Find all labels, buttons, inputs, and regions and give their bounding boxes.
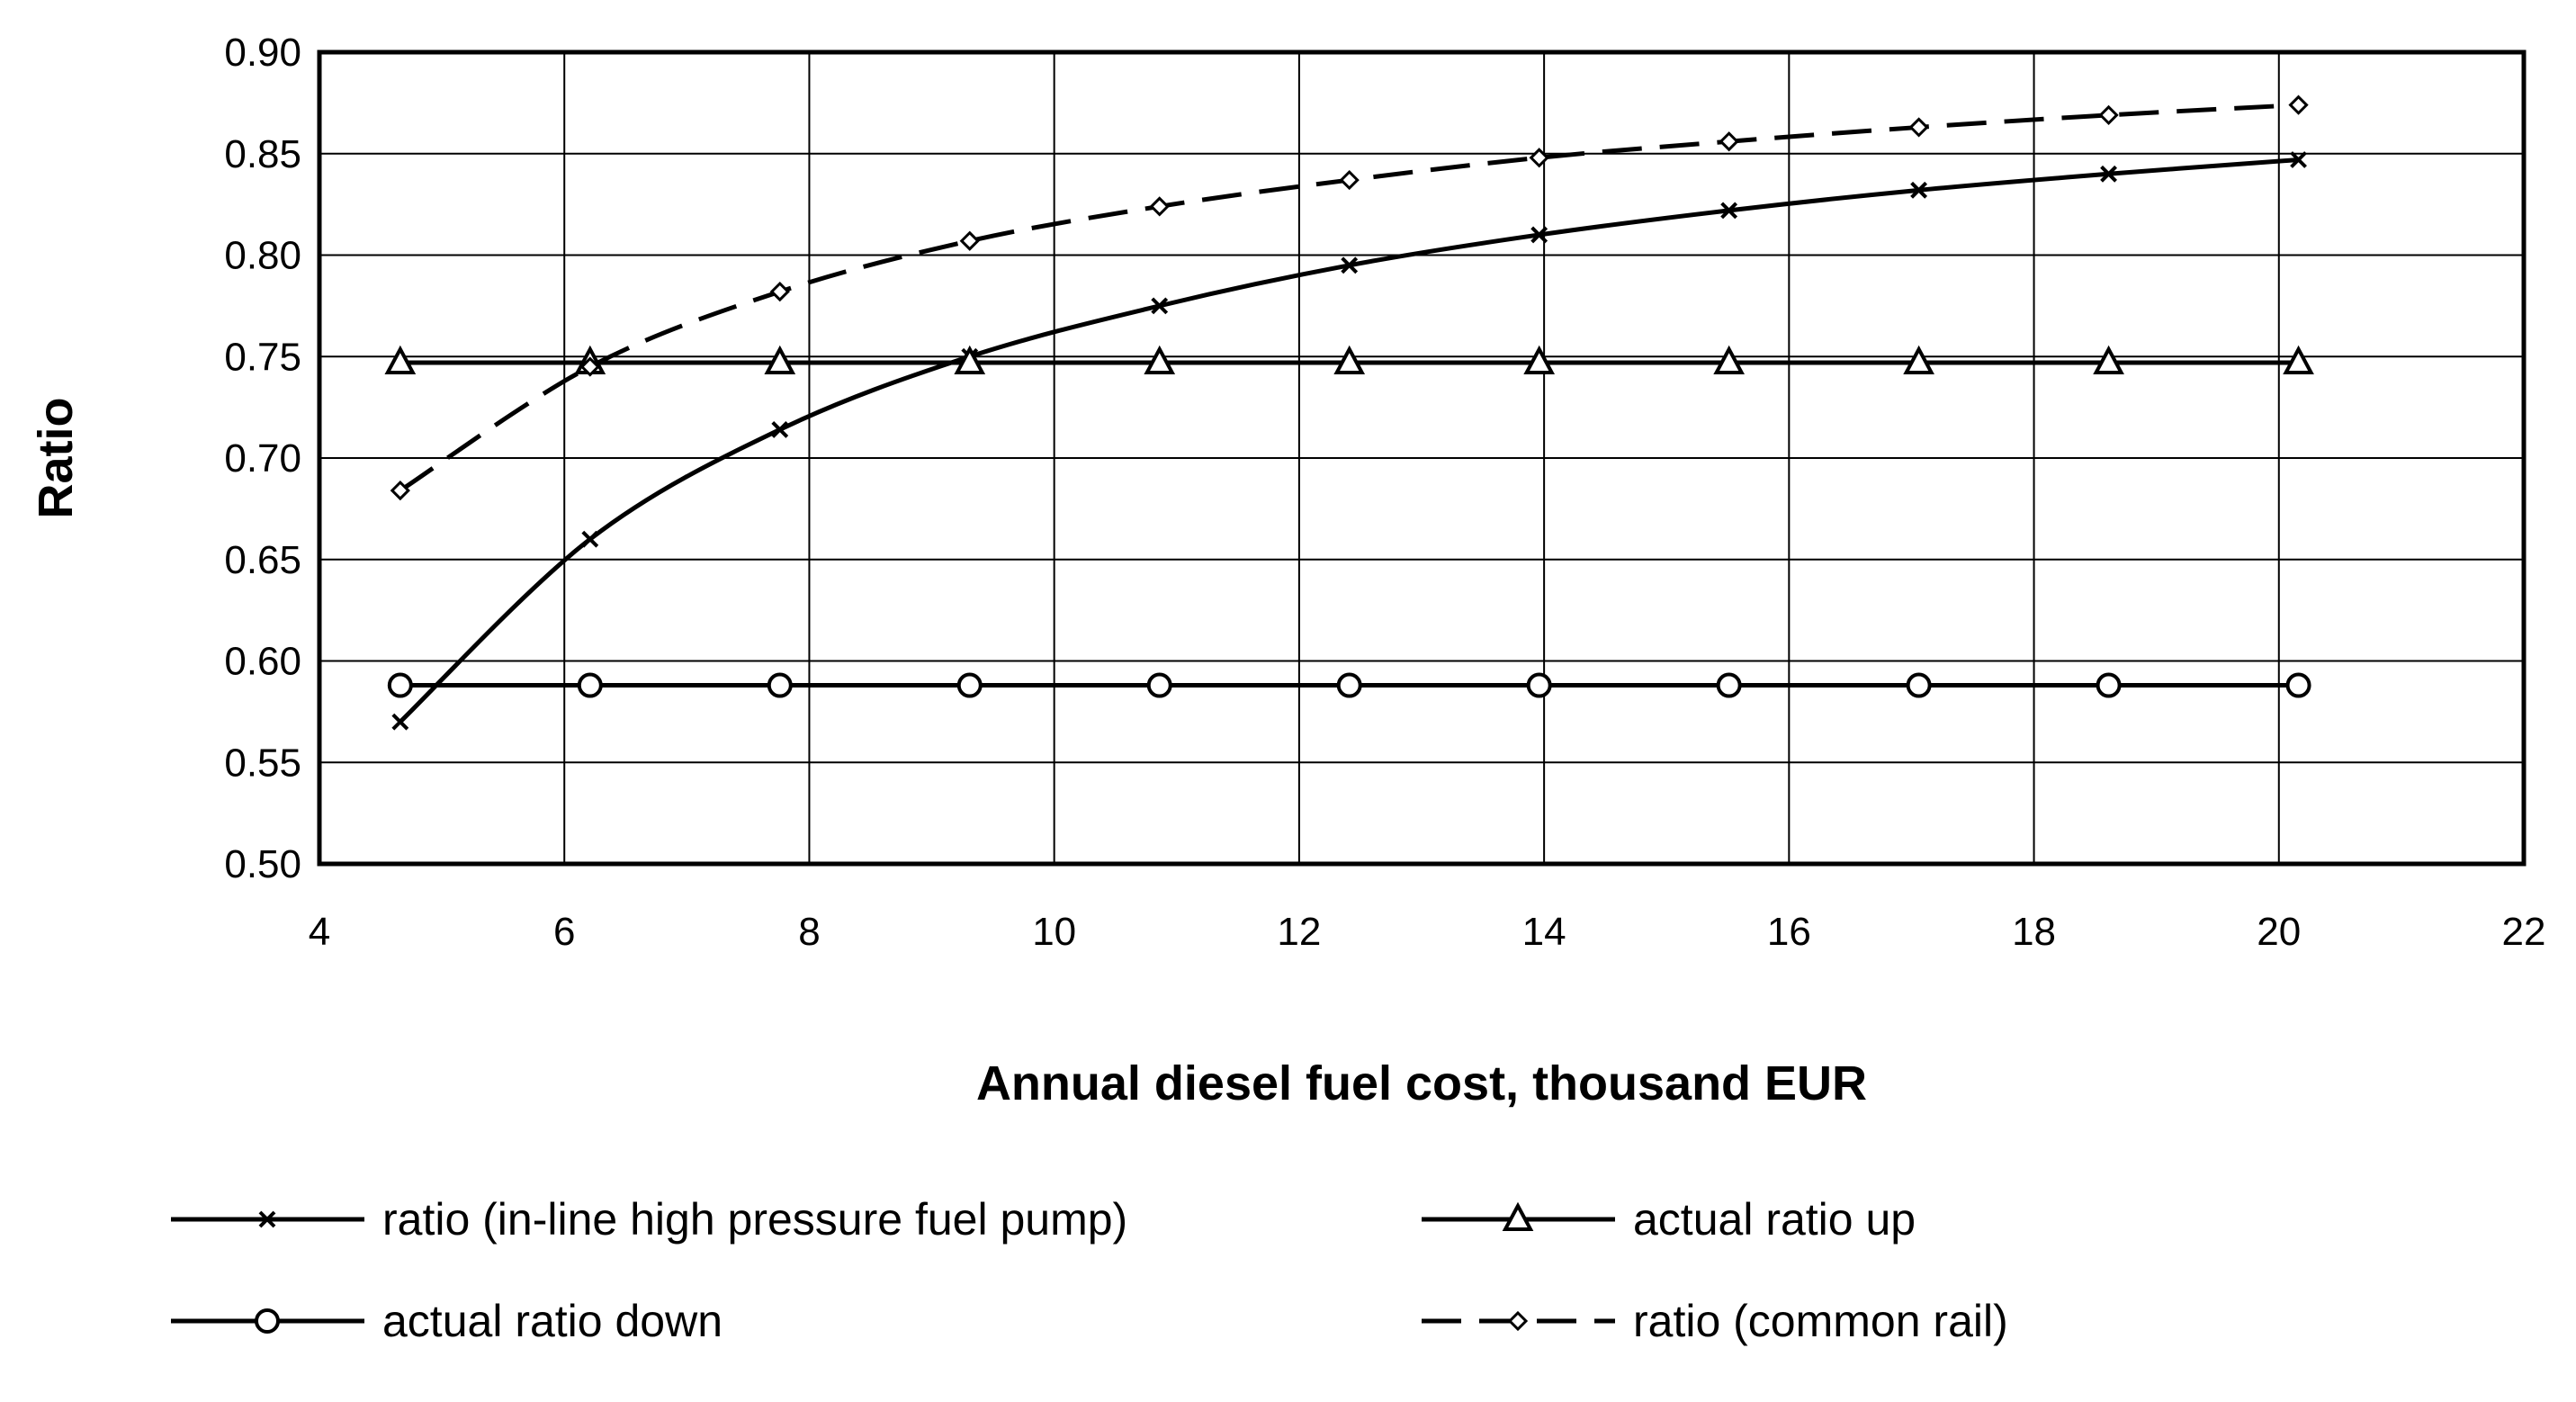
y-tick-label: 0.85 (224, 132, 301, 176)
legend-label: actual ratio up (1633, 1194, 1916, 1245)
series-3 (390, 94, 2309, 501)
x-tick-label: 8 (798, 910, 820, 954)
marker-diamond (579, 356, 600, 377)
x-tick-label: 16 (1767, 910, 1811, 954)
series-group (384, 94, 2314, 731)
legend-label: ratio (in-line high pressure fuel pump) (382, 1194, 1127, 1245)
x-tick-label: 12 (1277, 910, 1321, 954)
y-tick-label: 0.90 (224, 31, 301, 75)
marker-triangle (2093, 345, 2124, 375)
marker-x (2290, 151, 2307, 168)
marker-x (771, 421, 789, 438)
marker-circle (767, 672, 793, 698)
marker-x (2100, 165, 2117, 183)
series-2 (387, 672, 2311, 698)
series-line (399, 157, 2299, 723)
series-1 (384, 345, 2314, 375)
marker-triangle (1502, 1201, 1534, 1231)
marker-circle (1336, 672, 1362, 698)
marker-triangle (1713, 345, 1745, 375)
marker-triangle (2283, 345, 2314, 375)
marker-diamond (1529, 148, 1549, 168)
marker-diamond (1339, 169, 1360, 191)
marker-diamond (1507, 1310, 1529, 1332)
marker-circle (956, 672, 983, 698)
marker-circle (1716, 672, 1742, 698)
x-tick-label: 22 (2502, 910, 2546, 954)
y-tick-label: 0.75 (224, 335, 301, 379)
marker-diamond (390, 480, 410, 501)
legend-label: ratio (common rail) (1633, 1296, 2008, 1346)
plot-area-frame (317, 49, 2527, 867)
marker-x (581, 530, 599, 548)
marker-circle (387, 672, 413, 698)
marker-circle (2096, 672, 2122, 698)
marker-circle (1526, 672, 1552, 698)
y-tick-label: 0.60 (224, 640, 301, 684)
x-tick-label: 18 (2012, 910, 2056, 954)
marker-circle (1146, 672, 1172, 698)
marker-diamond (1908, 117, 1929, 138)
marker-x (1151, 297, 1169, 315)
marker-triangle (1333, 345, 1366, 375)
marker-x (1910, 181, 1928, 199)
grid-lines (319, 51, 2525, 865)
marker-diamond (1149, 196, 1170, 217)
series-0 (391, 151, 2307, 731)
marker-x (1341, 256, 1359, 274)
marker-triangle (954, 345, 986, 375)
marker-diamond (1719, 131, 1739, 152)
series-line (399, 103, 2299, 493)
x-tick-label: 20 (2257, 910, 2301, 954)
marker-circle (255, 1308, 280, 1334)
marker-triangle (1144, 345, 1176, 375)
marker-diamond (769, 281, 790, 302)
marker-circle (2285, 672, 2311, 698)
marker-triangle (1523, 345, 1556, 375)
y-axis-title: Ratio (29, 398, 83, 519)
legend-item: ratio (in-line high pressure fuel pump) (171, 1194, 1127, 1245)
marker-triangle (384, 345, 417, 375)
legend: ratio (in-line high pressure fuel pump) a… (171, 1194, 2008, 1346)
marker-triangle (764, 345, 796, 375)
x-tick-label: 14 (1522, 910, 1566, 954)
x-axis-title: Annual diesel fuel cost, thousand EUR (976, 1056, 1867, 1110)
marker-triangle (1903, 345, 1934, 375)
marker-circle (1906, 672, 1932, 698)
y-tick-label: 0.55 (224, 741, 301, 785)
marker-circle (577, 672, 603, 698)
tick-labels: 4 6 8 10 12 14 16 18 20 22 0.50 0.55 0.60 0.65 0.70 0.7… (224, 31, 2545, 954)
legend-item: ratio (common rail) (1422, 1296, 2008, 1346)
legend-label: actual ratio down (382, 1296, 723, 1346)
x-tick-label: 6 (553, 910, 575, 954)
legend-item: actual ratio down (171, 1296, 723, 1346)
x-tick-label: 4 (309, 910, 330, 954)
marker-x (1530, 226, 1548, 244)
x-tick-label: 10 (1032, 910, 1076, 954)
y-tick-label: 0.65 (224, 538, 301, 582)
y-tick-label: 0.80 (224, 234, 301, 278)
marker-diamond (2288, 94, 2309, 115)
marker-x (258, 1210, 276, 1228)
marker-x (1720, 202, 1738, 220)
marker-diamond (959, 230, 980, 251)
y-tick-label: 0.70 (224, 436, 301, 481)
y-tick-label: 0.50 (224, 842, 301, 886)
marker-diamond (2098, 104, 2119, 126)
marker-x (391, 713, 409, 731)
legend-item: actual ratio up (1422, 1194, 1916, 1245)
